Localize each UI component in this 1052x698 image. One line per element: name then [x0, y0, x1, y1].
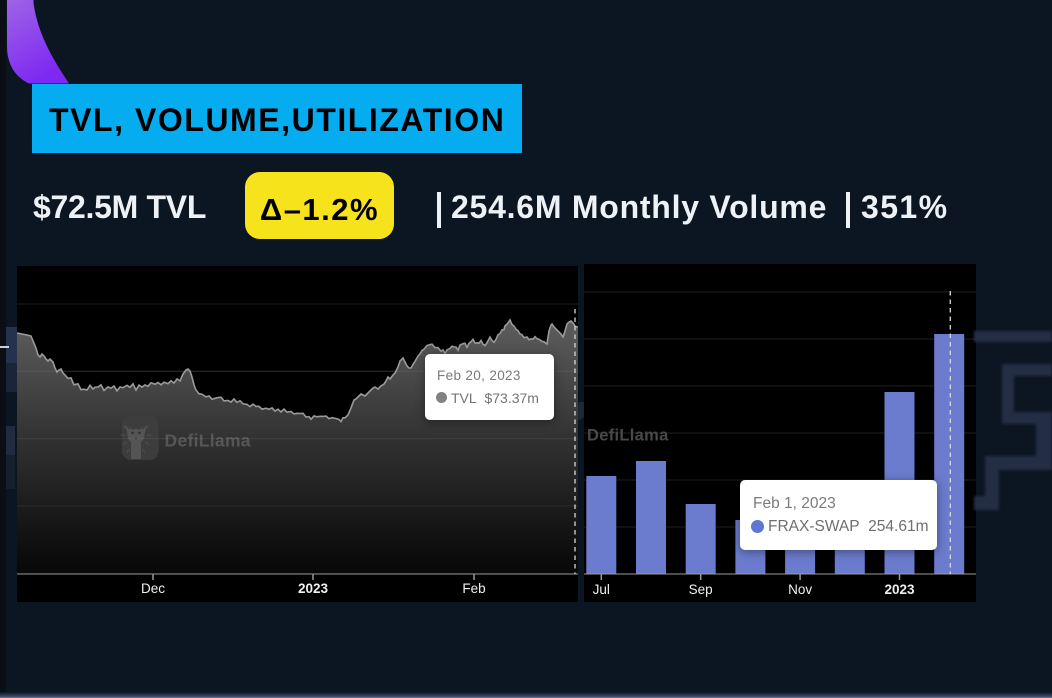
svg-text:DefiLlama: DefiLlama — [165, 431, 251, 451]
svg-text:DefiLlama: DefiLlama — [587, 427, 669, 445]
svg-text:2023: 2023 — [298, 581, 329, 596]
svg-text:Sep: Sep — [689, 582, 713, 597]
svg-text:Dec: Dec — [141, 581, 165, 596]
svg-text:Jul: Jul — [593, 582, 610, 597]
svg-text:Feb: Feb — [462, 581, 485, 596]
svg-text:Nov: Nov — [788, 582, 812, 597]
svg-text:2023: 2023 — [884, 582, 915, 597]
